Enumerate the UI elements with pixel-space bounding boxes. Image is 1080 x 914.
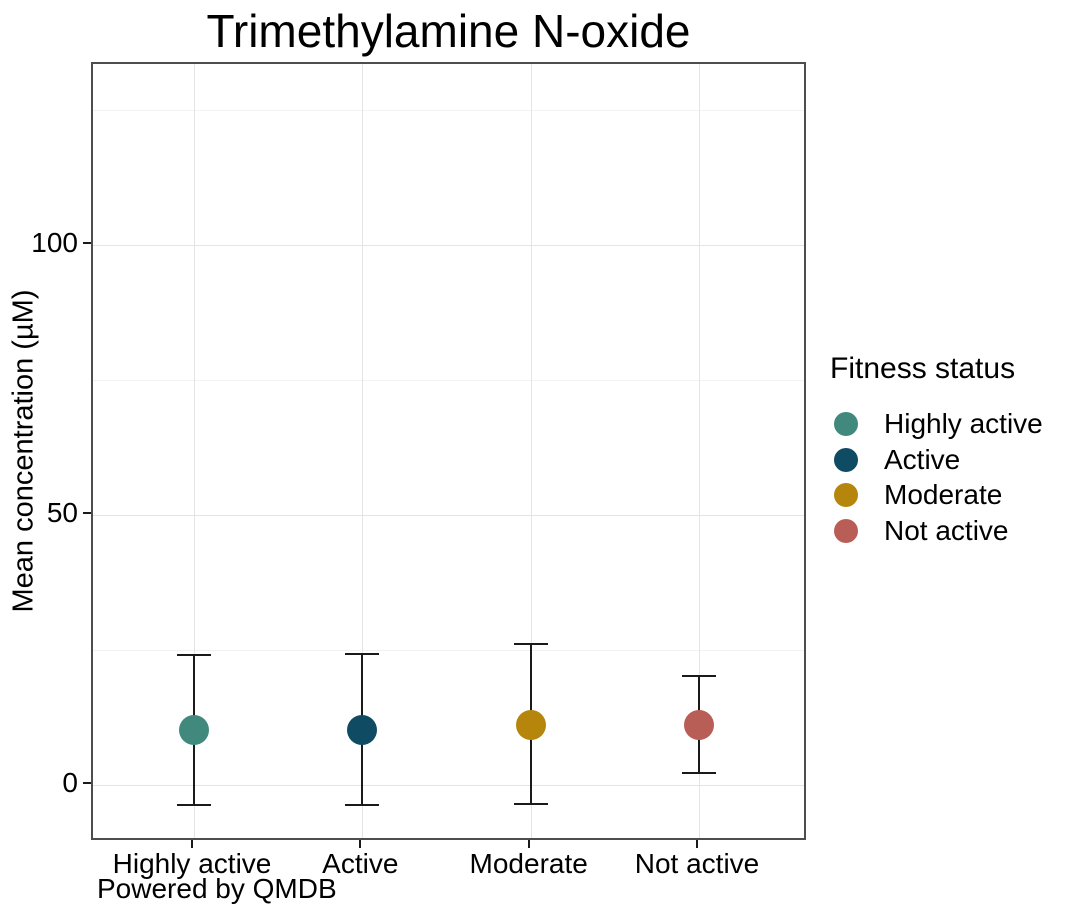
y-tick-label: 100 bbox=[31, 227, 78, 258]
x-tick bbox=[359, 840, 362, 848]
gridline-major-vertical bbox=[362, 64, 364, 838]
legend-item-label: Highly active bbox=[884, 407, 1043, 439]
x-tick-label: Moderate bbox=[469, 848, 588, 879]
gridline-major bbox=[93, 515, 804, 516]
legend-swatch-moderate bbox=[834, 483, 858, 508]
legend-items: Highly active Active Moderate Not active bbox=[830, 406, 1080, 549]
legend-item-label: Active bbox=[884, 443, 961, 475]
gridline-minor bbox=[93, 110, 804, 111]
errorbar-cap-bottom-highly-active bbox=[177, 803, 211, 806]
errorbar-cap-bottom-not-active bbox=[682, 772, 716, 775]
plot-panel bbox=[91, 62, 806, 840]
gridline-minor bbox=[93, 380, 804, 381]
legend-swatch-not-active bbox=[834, 518, 858, 543]
gridline-minor bbox=[93, 650, 804, 651]
y-tick-label: 0 bbox=[62, 767, 78, 798]
legend-item-not-active: Not active bbox=[830, 513, 1080, 549]
errorbar-cap-top-not-active bbox=[682, 674, 716, 677]
legend-item-highly-active: Highly active bbox=[830, 406, 1080, 442]
chart-title: Trimethylamine N-oxide bbox=[206, 5, 691, 57]
caption-powered-by: Powered by QMDB bbox=[97, 873, 337, 904]
y-tick-label: 50 bbox=[46, 497, 78, 528]
y-tick bbox=[83, 242, 91, 244]
gridline-major bbox=[93, 245, 804, 246]
legend-swatch-highly-active bbox=[834, 411, 858, 436]
legend-item-label: Moderate bbox=[884, 479, 1003, 511]
legend-item-moderate: Moderate bbox=[830, 477, 1080, 513]
y-axis-title: Mean concentration (µM) bbox=[7, 289, 40, 613]
errorbar-cap-top-moderate bbox=[513, 643, 548, 646]
errorbar-cap-bottom-moderate bbox=[513, 802, 548, 805]
legend-item-active: Active bbox=[830, 442, 1080, 478]
gridline-major-vertical bbox=[699, 64, 700, 838]
x-tick-label: Not active bbox=[634, 848, 760, 879]
gridline-major bbox=[93, 785, 804, 786]
x-tick-label: Highly active bbox=[112, 848, 272, 879]
y-tick bbox=[83, 512, 91, 514]
gridline-major-vertical bbox=[194, 64, 195, 838]
data-point-moderate bbox=[515, 710, 546, 741]
legend-swatch-active bbox=[834, 447, 858, 472]
x-tick-label: Active bbox=[322, 848, 399, 879]
legend-item-label: Not active bbox=[884, 514, 1009, 546]
x-tick bbox=[527, 840, 530, 848]
y-tick bbox=[83, 782, 91, 784]
data-point-not-active bbox=[684, 710, 714, 741]
data-point-highly-active bbox=[179, 714, 209, 745]
errorbar-cap-bottom-active bbox=[345, 803, 380, 806]
errorbar-cap-top-highly-active bbox=[177, 653, 211, 656]
gridline-major-vertical bbox=[530, 64, 532, 838]
data-point-active bbox=[347, 714, 378, 745]
x-tick bbox=[696, 840, 698, 848]
legend: Fitness status Highly active Active Modera… bbox=[830, 352, 1080, 549]
errorbar-cap-top-active bbox=[345, 653, 380, 656]
legend-title: Fitness status bbox=[830, 352, 1016, 385]
x-tick bbox=[191, 840, 193, 848]
